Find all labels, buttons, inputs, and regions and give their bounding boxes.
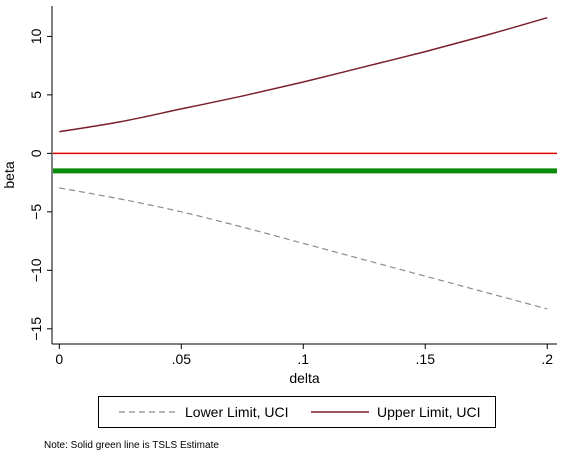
legend: Lower Limit, UCI Upper Limit, UCI (98, 396, 496, 428)
chart-note: Note: Solid green line is TSLS Estimate (44, 440, 219, 451)
series-line-upper-limit (59, 16, 548, 133)
legend-label-lower: Lower Limit, UCI (185, 404, 289, 420)
x-tick-label: .1 (297, 351, 309, 367)
y-tick-label: −10 (28, 258, 44, 282)
legend-item-upper: Upper Limit, UCI (311, 397, 480, 427)
x-tick-label: .05 (172, 351, 192, 367)
x-tick-label: .2 (541, 351, 553, 367)
series-line-lower-limit (59, 187, 548, 310)
y-tick-label: 5 (28, 91, 44, 99)
legend-swatch-upper (311, 411, 369, 413)
plot-area (53, 16, 557, 310)
y-tick-label: 10 (28, 28, 44, 44)
y-tick-label: −15 (28, 317, 44, 341)
legend-item-lower: Lower Limit, UCI (119, 397, 288, 427)
y-tick-label: 0 (28, 149, 44, 157)
axes: 10 5 0 −5 −10 −15 0 .05 .1 .15 .2 delta beta (1, 6, 557, 386)
x-axis-title: delta (289, 370, 320, 386)
y-axis-title: beta (1, 161, 17, 188)
legend-swatch-lower (119, 411, 177, 413)
y-tick-label: −5 (28, 204, 44, 220)
x-tick-label: .15 (416, 351, 436, 367)
legend-label-upper: Upper Limit, UCI (377, 404, 481, 420)
x-tick-label: 0 (55, 351, 63, 367)
